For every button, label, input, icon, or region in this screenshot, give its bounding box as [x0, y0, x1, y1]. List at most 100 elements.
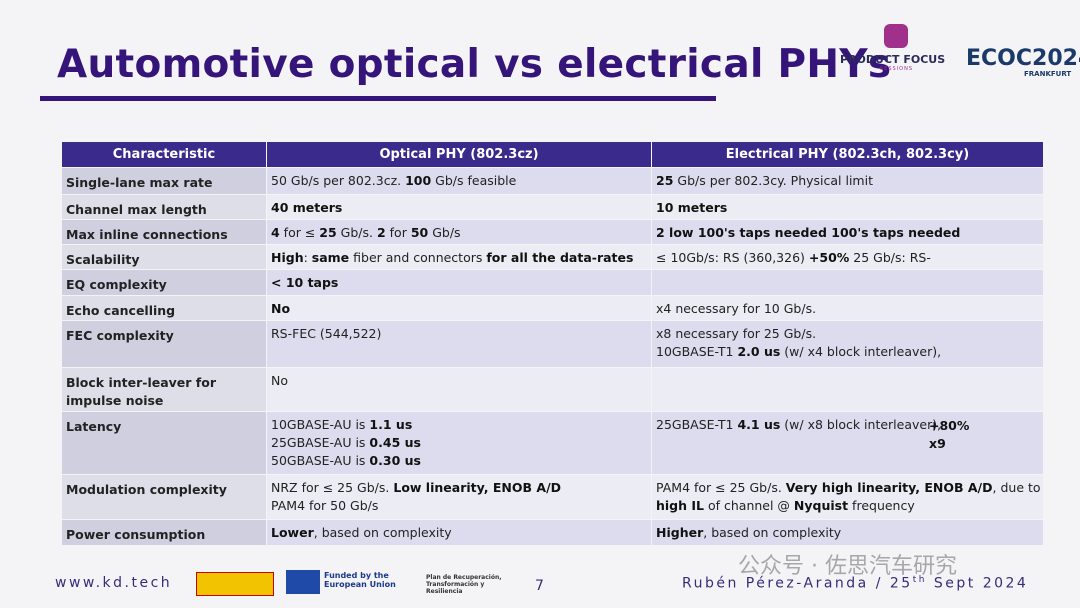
- cell-line: 25 Gb/s per 802.3cy. Physical limit: [656, 172, 873, 190]
- bold-text: 2.0 us: [737, 344, 781, 359]
- text: 50 Gb/s per 802.3cz.: [271, 173, 406, 188]
- cell-line: 25GBASE-AU is 0.45 us: [271, 434, 421, 452]
- cell-line: Higher, based on complexity: [656, 524, 841, 542]
- note: +80%: [929, 418, 970, 433]
- cell-line: 25GBASE-T1 4.1 us (w/ x8 block interleav…: [656, 416, 941, 434]
- text: :: [303, 250, 312, 265]
- optical-cell: No: [267, 296, 651, 320]
- text: frequency: [848, 498, 915, 513]
- bold-text: Low linearity, ENOB A/D: [393, 480, 562, 495]
- optical-cell: 10GBASE-AU is 1.1 us 25GBASE-AU is 0.45 u…: [267, 412, 651, 474]
- text: NRZ for ≤ 25 Gb/s.: [271, 480, 394, 495]
- bold-text: 1.1 us: [369, 417, 413, 432]
- bold-text: 0.30 us: [369, 453, 421, 468]
- column-header: Optical PHY (802.3cz): [267, 142, 651, 167]
- bold-text: +50%: [808, 250, 850, 265]
- text: (w/ x4 block interleaver),: [780, 344, 942, 359]
- text: fiber and connectors: [349, 250, 487, 265]
- text: 25GBASE-AU is: [271, 435, 370, 450]
- eu-flag: [286, 570, 320, 594]
- cell-line: 10 meters: [656, 199, 727, 217]
- cell-line: PAM4 for 50 Gb/s: [271, 497, 378, 515]
- slide-title: Automotive optical vs electrical PHYs: [57, 42, 892, 87]
- bold-text: Higher: [656, 525, 704, 540]
- cell-line: < 10 taps: [271, 274, 338, 292]
- title-underline: [40, 96, 716, 101]
- cell-line: 4 for ≤ 25 Gb/s. 2 for 50 Gb/s: [271, 224, 461, 242]
- cell-line: No: [271, 372, 288, 390]
- bold-text: Lower: [271, 525, 314, 540]
- plan-text: Plan de Recuperación, Transformación y R…: [426, 574, 502, 595]
- text: of channel @: [704, 498, 794, 513]
- cell-line: high IL of channel @ Nyquist frequency: [656, 497, 915, 515]
- electrical-cell: 10 meters: [652, 195, 1043, 219]
- text: No: [271, 373, 288, 388]
- text: , based on complexity: [703, 525, 842, 540]
- text: RS-FEC (544,522): [271, 326, 382, 341]
- text: x8 necessary for 25 Gb/s.: [656, 326, 817, 341]
- row-label: FEC complexity: [62, 321, 266, 367]
- frankfurt: FRANKFURT: [1024, 70, 1072, 78]
- product-focus-icon: [884, 24, 908, 48]
- text: 10GBASE-AU is: [271, 417, 370, 432]
- optical-cell: 4 for ≤ 25 Gb/s. 2 for 50 Gb/s: [267, 220, 651, 244]
- row-label: Modulation complexity: [62, 475, 266, 519]
- cell-line: x8 necessary for 25 Gb/s.: [656, 325, 816, 343]
- optical-cell: No: [267, 368, 651, 411]
- bold-text: 10 meters: [656, 200, 728, 215]
- electrical-cell: 2 low 100's taps needed 100's taps neede…: [652, 220, 1043, 244]
- optical-cell: RS-FEC (544,522): [267, 321, 651, 367]
- text: Sept 2024: [926, 575, 1029, 592]
- text: for: [385, 225, 411, 240]
- cell-line: x4 necessary for 10 Gb/s.: [656, 300, 816, 318]
- electrical-cell: ≤ 10Gb/s: RS (360,326) +50% 25 Gb/s: RS-…: [652, 245, 1043, 283]
- text: x4 necessary for 10 Gb/s.: [656, 301, 817, 316]
- cell-line: 50 Gb/s per 802.3cz. 100 Gb/s feasible: [271, 172, 516, 190]
- text: Gb/s feasible: [431, 173, 517, 188]
- text: ≤ 10Gb/s: RS (360,326): [656, 250, 809, 265]
- electrical-cell: x4 necessary for 10 Gb/s.: [652, 296, 1043, 320]
- cell-line: 50GBASE-AU is 0.30 us: [271, 452, 421, 470]
- text: Gb/s per 802.3cy. Physical limit: [673, 173, 873, 188]
- cell-line: 10GBASE-AU is 1.1 us: [271, 416, 412, 434]
- bold-text: high IL: [656, 498, 704, 513]
- cell-line: PAM4 for ≤ 25 Gb/s. Very high linearity,…: [656, 479, 1041, 497]
- optical-cell: Lower, based on complexity: [267, 520, 651, 545]
- author: Rubén Pérez-Aranda / 25th Sept 2024: [682, 575, 1028, 592]
- text: 25 Gb/s: RS-: [849, 250, 931, 265]
- bold-text: 0.45 us: [369, 435, 421, 450]
- bold-text: 2: [376, 225, 386, 240]
- bold-text: High: [271, 250, 304, 265]
- cell-line: RS-FEC (544,522): [271, 325, 381, 343]
- optical-cell: < 10 taps: [267, 270, 651, 295]
- eu-text: Funded by the European Union: [324, 571, 396, 589]
- bold-text: 50: [410, 225, 429, 240]
- text: 25GBASE-T1: [656, 417, 738, 432]
- text: , due to: [992, 480, 1041, 495]
- row-label: Single-lane max rate: [62, 168, 266, 194]
- row-label: Channel max length: [62, 195, 266, 219]
- text: 50GBASE-AU is: [271, 453, 370, 468]
- text: (w/ x8 block interleaver),: [780, 417, 942, 432]
- superscript: th: [912, 575, 927, 585]
- row-label: Scalability: [62, 245, 266, 269]
- spain-logo: [196, 572, 274, 596]
- bold-text: 2 low 100's taps needed 100's taps neede…: [656, 225, 961, 240]
- bold-text: 25: [319, 225, 337, 240]
- row-label: Latency: [62, 412, 266, 474]
- site: www.kd.tech: [55, 575, 173, 591]
- electrical-cell: [652, 368, 1043, 411]
- cell-line: No: [271, 300, 290, 318]
- optical-cell: 40 meters: [267, 195, 651, 219]
- ecoc-logo: ECOC2024: [966, 46, 1080, 71]
- bold-text: 25: [656, 173, 674, 188]
- bold-text: No: [271, 301, 291, 316]
- page-number: 7: [535, 578, 547, 594]
- note: x9: [929, 436, 946, 451]
- electrical-cell: PAM4 for ≤ 25 Gb/s. Very high linearity,…: [652, 475, 1043, 519]
- product-focus: PRODUCT FOCUS: [840, 53, 946, 66]
- row-label: Echo cancelling: [62, 296, 266, 320]
- row-label: Power consumption: [62, 520, 266, 545]
- sessions: SESSIONS: [880, 66, 914, 72]
